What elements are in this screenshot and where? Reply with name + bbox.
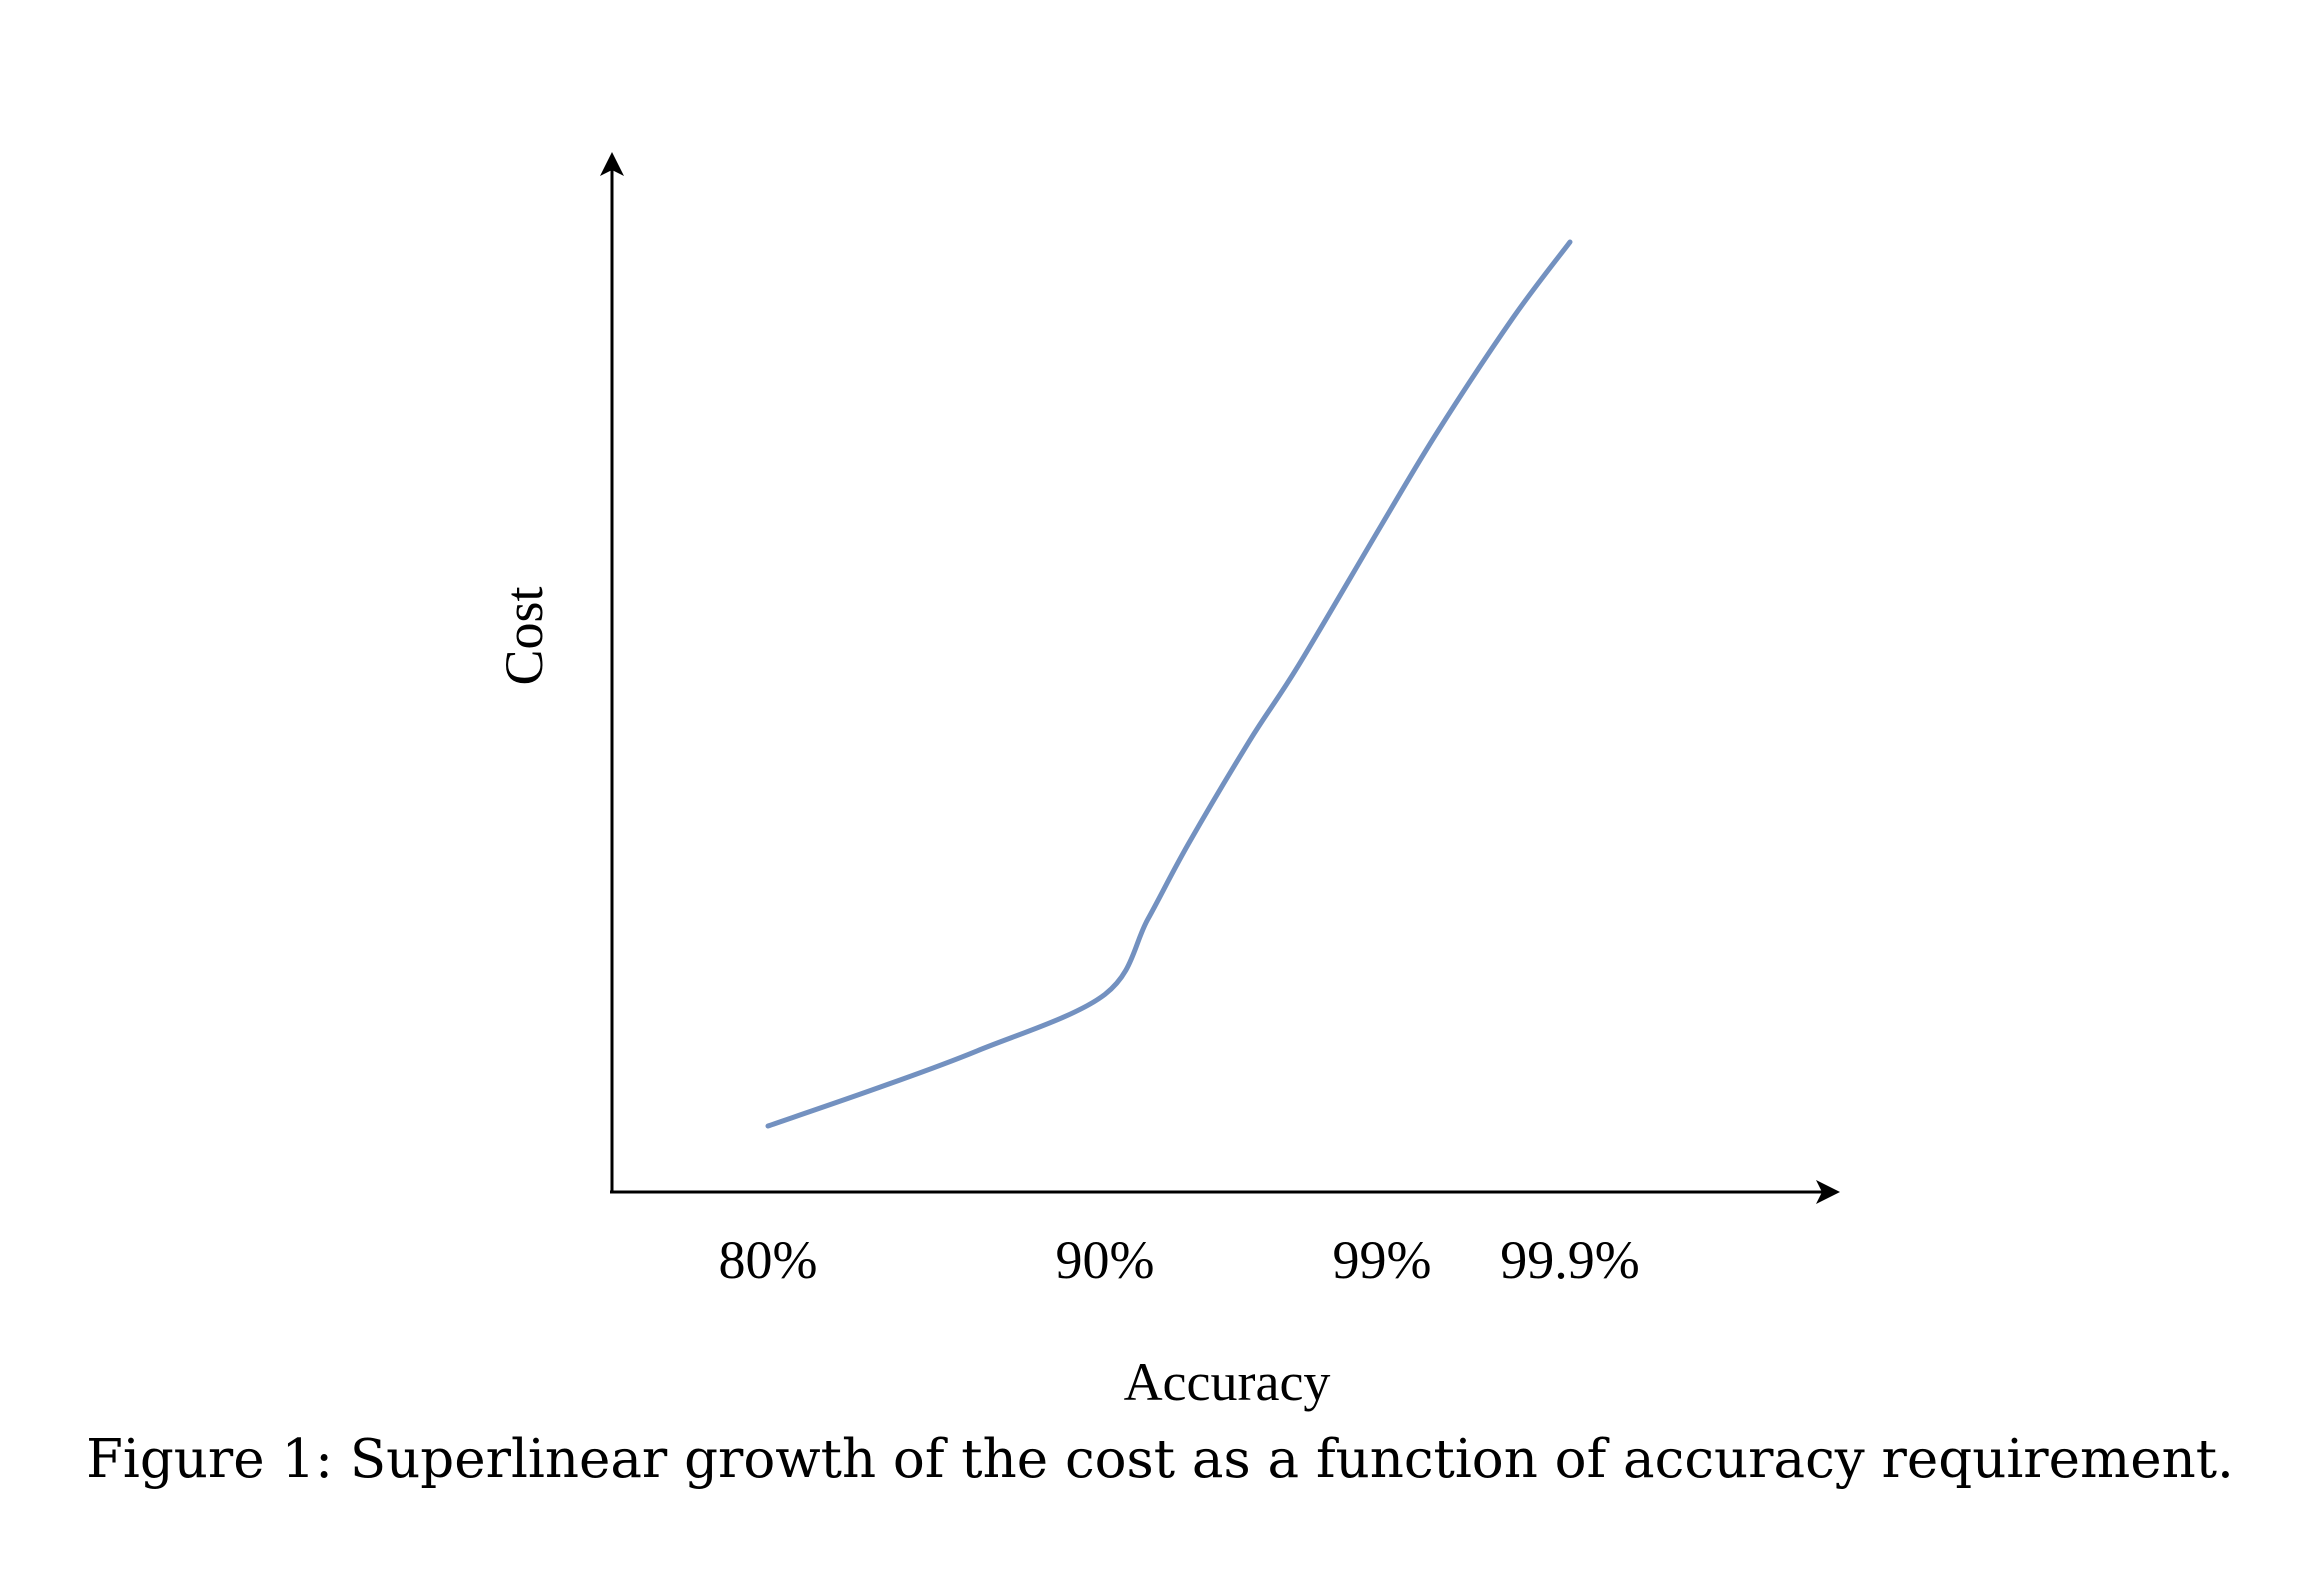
series-line-cost: [765, 239, 1573, 1129]
y-axis-arrow-icon: [600, 152, 624, 176]
x-tick-labels: 80% 90% 99% 99.9%: [719, 1230, 1640, 1290]
y-axis-label: Cost: [494, 586, 554, 685]
x-tick-label: 90%: [1056, 1230, 1155, 1290]
x-tick-label: 99%: [1333, 1230, 1432, 1290]
x-tick-label: 99.9%: [1500, 1230, 1639, 1290]
figure-caption: Figure 1: Superlinear growth of the cost…: [86, 1429, 2234, 1490]
x-axis-label: Accuracy: [1124, 1352, 1331, 1412]
x-axis-arrow-icon: [1816, 1180, 1840, 1204]
x-tick-label: 80%: [719, 1230, 818, 1290]
